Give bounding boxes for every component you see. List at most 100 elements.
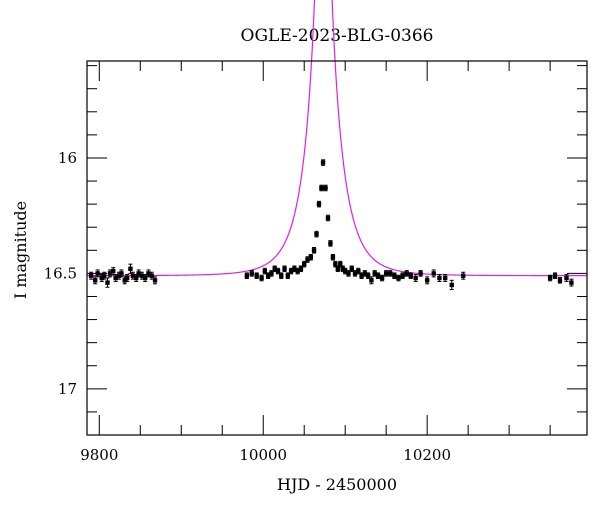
data-marker xyxy=(338,261,343,267)
data-marker xyxy=(130,273,136,278)
data-point xyxy=(431,269,436,278)
data-point xyxy=(383,270,389,277)
data-point xyxy=(259,274,264,282)
data-marker xyxy=(356,268,361,274)
data-point xyxy=(146,269,151,278)
data-marker xyxy=(442,275,448,281)
data-point xyxy=(461,271,466,280)
data-marker xyxy=(330,255,336,260)
data-point xyxy=(88,271,94,280)
data-marker xyxy=(314,231,319,237)
data-marker xyxy=(349,266,354,271)
data-marker xyxy=(269,271,274,276)
data-marker xyxy=(275,268,281,274)
data-point xyxy=(92,276,98,285)
data-point xyxy=(254,272,259,279)
model-curve xyxy=(87,0,587,277)
plot-content xyxy=(87,0,587,291)
data-marker xyxy=(404,271,409,276)
data-marker xyxy=(92,278,98,283)
data-marker xyxy=(325,215,331,221)
data-marker xyxy=(372,271,377,276)
data-point xyxy=(388,270,393,277)
data-marker xyxy=(408,273,413,278)
data-marker xyxy=(146,271,151,276)
data-point xyxy=(392,272,397,279)
data-marker xyxy=(102,273,107,278)
data-marker xyxy=(88,273,94,278)
data-point xyxy=(152,276,158,285)
data-point xyxy=(279,272,284,279)
data-point xyxy=(282,265,287,273)
y-tick-label: 16 xyxy=(58,149,77,167)
data-marker xyxy=(346,271,351,276)
data-marker xyxy=(99,275,104,281)
data-marker xyxy=(128,266,133,271)
data-marker xyxy=(362,271,368,276)
data-marker xyxy=(116,273,122,278)
data-marker xyxy=(328,241,333,246)
data-marker xyxy=(292,266,297,271)
data-marker xyxy=(369,278,374,283)
data-marker xyxy=(557,278,563,283)
data-point xyxy=(564,274,569,282)
data-marker xyxy=(311,248,317,253)
data-point xyxy=(128,263,133,274)
data-point xyxy=(424,276,430,285)
data-point xyxy=(449,279,454,291)
data-marker xyxy=(305,257,310,262)
data-marker xyxy=(400,273,405,278)
data-marker xyxy=(142,275,148,281)
data-point xyxy=(314,230,319,238)
data-point xyxy=(311,247,317,254)
data-marker xyxy=(342,268,348,274)
data-marker xyxy=(424,278,430,283)
data-marker xyxy=(259,275,264,281)
data-point xyxy=(320,159,326,166)
data-point xyxy=(400,272,405,279)
data-marker xyxy=(319,185,324,191)
data-point xyxy=(124,274,130,282)
data-marker xyxy=(285,273,291,278)
data-marker xyxy=(379,275,385,281)
data-marker xyxy=(133,275,139,281)
data-point xyxy=(323,184,328,192)
data-point xyxy=(328,240,333,247)
data-point xyxy=(249,270,254,277)
data-point xyxy=(569,278,574,287)
data-marker xyxy=(282,266,287,271)
x-tick-label: 9800 xyxy=(80,446,118,464)
data-point xyxy=(308,253,313,261)
data-marker xyxy=(298,266,304,271)
data-marker xyxy=(552,273,558,278)
data-point xyxy=(552,272,558,279)
data-point xyxy=(442,274,448,282)
data-marker xyxy=(418,271,423,276)
data-marker xyxy=(122,278,127,283)
data-marker xyxy=(437,275,442,281)
data-marker xyxy=(564,275,569,281)
data-marker xyxy=(375,273,381,278)
data-marker xyxy=(244,273,250,278)
data-point xyxy=(375,272,381,279)
data-marker xyxy=(113,275,118,281)
data-marker xyxy=(388,271,393,276)
data-marker xyxy=(547,275,553,281)
data-marker xyxy=(352,271,358,276)
y-axis-label: I magnitude xyxy=(11,201,30,299)
data-marker xyxy=(413,275,418,281)
data-marker xyxy=(152,278,158,283)
data-marker xyxy=(365,273,371,278)
data-marker xyxy=(431,271,436,276)
data-marker xyxy=(107,271,113,276)
data-marker xyxy=(302,261,307,267)
x-tick-label: 10000 xyxy=(239,446,287,464)
data-point xyxy=(316,200,322,208)
data-point xyxy=(557,277,563,284)
data-marker xyxy=(461,273,466,278)
data-marker xyxy=(323,185,328,191)
data-marker xyxy=(569,280,574,285)
data-point xyxy=(413,274,418,282)
data-marker xyxy=(262,268,268,274)
